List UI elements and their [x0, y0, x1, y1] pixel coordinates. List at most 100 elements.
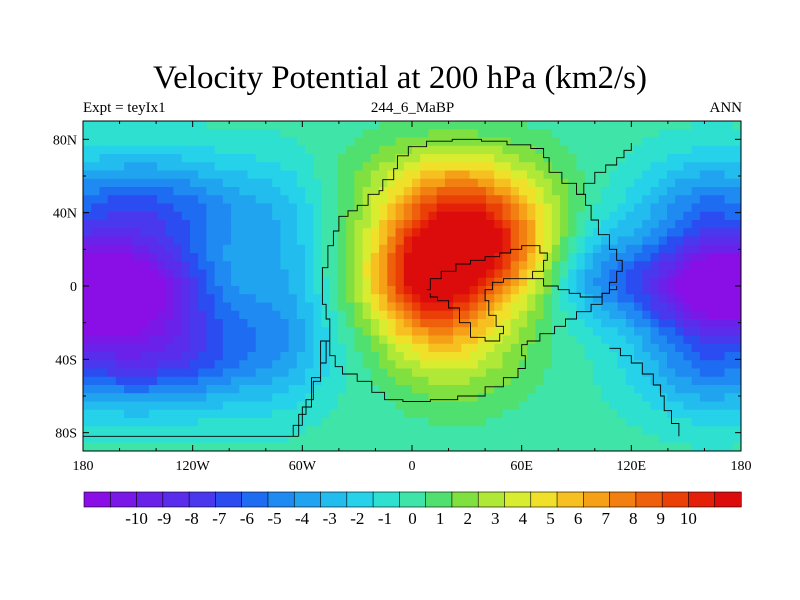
field-cell [305, 220, 314, 229]
field-cell [518, 319, 528, 328]
field-cell [214, 228, 224, 238]
field-cell [642, 220, 652, 229]
field-cell [444, 170, 454, 180]
field-cell [453, 327, 462, 337]
field-cell [412, 393, 421, 403]
field-cell [592, 368, 602, 378]
field-cell [724, 409, 734, 419]
field-cell [560, 442, 569, 451]
field-cell [691, 269, 701, 279]
field-cell [576, 409, 586, 419]
field-cell [272, 236, 281, 246]
field-cell [337, 319, 347, 328]
field-cell [132, 244, 142, 254]
field-cell [642, 170, 652, 180]
field-cell [272, 286, 281, 295]
field-cell [247, 409, 257, 419]
field-cell [222, 401, 232, 411]
field-cell [543, 261, 553, 271]
field-cell [568, 319, 578, 328]
field-cell [708, 401, 717, 411]
field-cell [91, 244, 101, 254]
field-cell [395, 121, 405, 130]
field-cell [337, 352, 347, 361]
field-cell [691, 137, 701, 147]
field-cell [650, 335, 660, 345]
y-tick-label: 80S [55, 427, 77, 442]
field-cell [494, 409, 504, 419]
field-cell [724, 319, 734, 328]
field-cell [83, 368, 92, 378]
field-cell [214, 253, 224, 262]
field-cell [379, 145, 388, 155]
coastline-segment [292, 138, 623, 437]
field-cell [469, 137, 479, 147]
field-cell [444, 121, 454, 130]
field-cell [296, 269, 306, 279]
field-cell [732, 319, 741, 328]
field-cell [206, 393, 216, 403]
field-cell [107, 244, 117, 254]
field-cell [486, 434, 495, 444]
field-cell [140, 294, 150, 304]
field-cell [272, 211, 281, 221]
field-cell [477, 302, 487, 312]
field-cell [535, 220, 545, 229]
field-cell [502, 236, 512, 246]
field-cell [510, 385, 520, 394]
field-cell [551, 319, 561, 328]
field-cell [634, 261, 643, 271]
field-cell [99, 261, 109, 271]
field-cell [592, 352, 602, 361]
field-cell [642, 211, 652, 221]
field-cell [222, 145, 232, 155]
field-cell [239, 368, 249, 378]
field-cell [370, 368, 380, 378]
field-cell [527, 129, 536, 139]
field-cell [650, 310, 660, 320]
field-cell [518, 203, 528, 213]
field-cell [675, 228, 685, 238]
field-cell [461, 170, 471, 180]
field-cell [609, 418, 619, 427]
field-cell [115, 393, 125, 403]
field-cell [337, 409, 347, 419]
field-cell [543, 393, 553, 403]
field-cell [395, 269, 405, 279]
field-cell [165, 352, 175, 361]
field-cell [329, 319, 339, 328]
field-cell [305, 401, 314, 411]
field-cell [494, 294, 504, 304]
field-cell [518, 178, 528, 188]
field-cell [132, 385, 142, 394]
field-cell [115, 352, 125, 361]
field-cell [469, 129, 479, 139]
field-cell [568, 327, 578, 337]
field-cell [198, 236, 207, 246]
field-cell [140, 269, 150, 279]
field-cell [231, 401, 240, 411]
field-cell [625, 137, 635, 147]
field-cell [337, 302, 347, 312]
field-cell [370, 294, 380, 304]
field-cell [189, 121, 199, 130]
field-cell [132, 418, 142, 427]
field-cell [362, 442, 372, 451]
field-cell [658, 418, 668, 427]
field-cell [313, 261, 323, 271]
colorbar-label: 5 [546, 509, 555, 528]
field-cell [165, 360, 175, 370]
field-cell [362, 426, 372, 436]
field-cell [420, 145, 430, 155]
field-cell [231, 335, 240, 345]
field-cell [222, 418, 232, 427]
field-cell [592, 187, 602, 196]
field-cell [461, 335, 471, 345]
field-cell [255, 442, 265, 451]
field-cell [683, 178, 693, 188]
field-cell [370, 261, 380, 271]
field-cell [263, 129, 273, 139]
field-cell [535, 409, 545, 419]
field-cell [650, 170, 660, 180]
field-cell [288, 368, 298, 378]
